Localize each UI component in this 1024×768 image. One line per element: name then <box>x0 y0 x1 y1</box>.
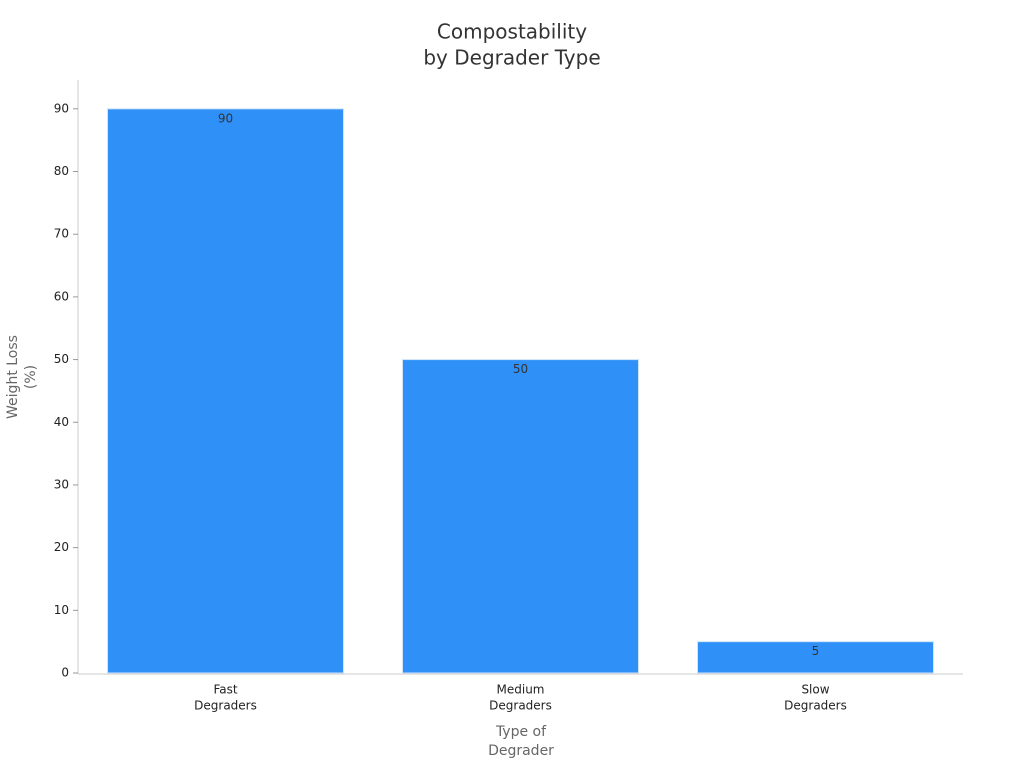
bar <box>107 108 344 674</box>
chart-title: by Degrader Type <box>423 46 600 70</box>
x-tick-label: Medium <box>497 683 545 697</box>
value-label: 5 <box>812 644 820 658</box>
y-tick-label: 70 <box>54 227 69 241</box>
x-axis-label: Degrader <box>488 743 554 759</box>
y-axis-label: Weight Loss <box>5 335 21 419</box>
y-tick-label: 90 <box>54 101 69 115</box>
y-tick-label: 0 <box>61 666 69 680</box>
y-tick-label: 10 <box>54 603 69 617</box>
x-axis-label: Type of <box>495 724 547 740</box>
y-axis-label-group: Weight Loss (%) <box>5 335 39 419</box>
y-tick-label: 60 <box>54 289 69 303</box>
chart-title: Compostability <box>437 20 587 44</box>
y-axis-label: (%) <box>23 365 39 389</box>
x-tick-label: Fast <box>213 683 237 697</box>
x-tick-label: Degraders <box>489 699 552 713</box>
x-tick-label: Slow <box>801 683 829 697</box>
y-tick-label: 40 <box>54 415 69 429</box>
x-tick-label: Degraders <box>194 699 257 713</box>
y-tick-label: 20 <box>54 540 69 554</box>
y-tick-label: 80 <box>54 164 69 178</box>
x-tick-label: Degraders <box>784 699 847 713</box>
y-tick-label: 30 <box>54 477 69 491</box>
bar <box>402 359 639 674</box>
value-label: 50 <box>513 362 528 376</box>
y-tick-label: 50 <box>54 352 69 366</box>
bar <box>697 641 934 674</box>
value-label: 90 <box>218 111 233 125</box>
